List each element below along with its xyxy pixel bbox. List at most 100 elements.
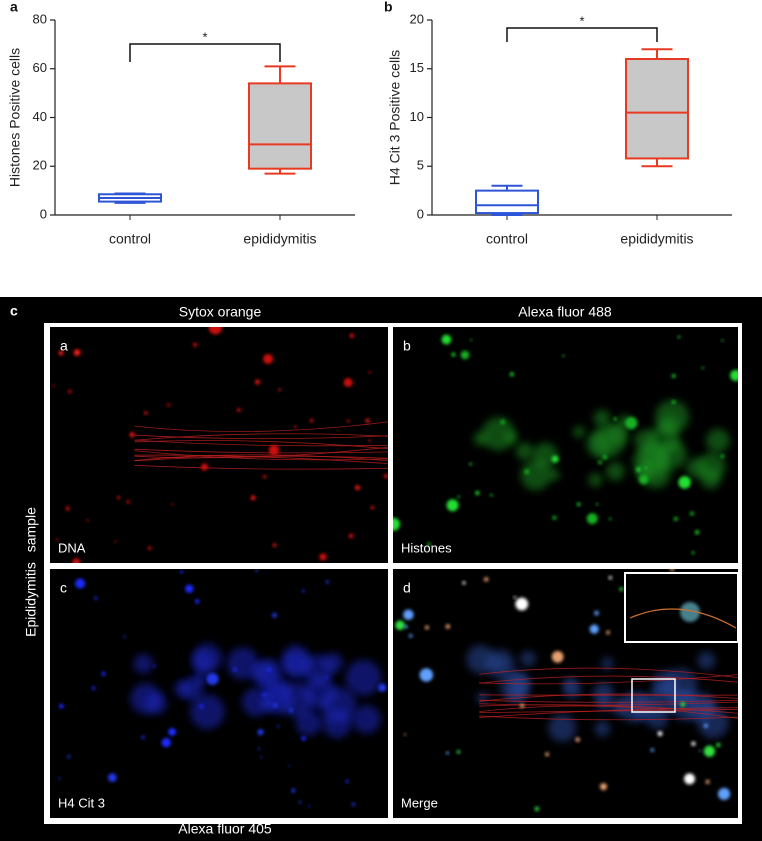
micrograph <box>393 327 738 563</box>
spot <box>289 708 294 713</box>
cloud <box>130 683 162 714</box>
y-axis-label: H4 Cit 3 Positive cells <box>387 50 403 185</box>
spot <box>534 806 540 812</box>
cloud <box>686 457 707 478</box>
cloud <box>261 694 278 712</box>
spot <box>67 755 71 759</box>
fiber <box>479 667 738 678</box>
channel-label: Alexa fluor 488 <box>518 304 612 320</box>
spot <box>515 597 529 611</box>
y-tick-label: 80 <box>33 11 47 26</box>
spot <box>171 503 174 506</box>
panel-letter: b <box>384 0 393 15</box>
cloud <box>663 668 698 702</box>
spot <box>552 515 557 520</box>
x-tick-label: control <box>486 231 528 247</box>
spot <box>319 553 327 561</box>
spot <box>613 417 617 421</box>
cloud <box>592 682 615 704</box>
spot <box>445 624 451 629</box>
spot <box>680 702 686 707</box>
spot <box>625 416 638 430</box>
spot <box>152 664 156 668</box>
fiber <box>134 455 388 462</box>
spot <box>575 737 580 742</box>
spot <box>469 462 472 466</box>
spot <box>721 339 724 342</box>
cloud <box>520 459 552 491</box>
spot <box>349 333 355 339</box>
spot <box>355 485 361 491</box>
spot <box>192 342 198 347</box>
spot <box>107 773 117 782</box>
spot <box>462 581 466 585</box>
significance-bracket <box>129 43 281 62</box>
spot <box>673 516 678 522</box>
spot <box>441 334 452 345</box>
fiber <box>479 707 738 718</box>
fiber <box>134 421 388 432</box>
fiber <box>479 704 738 714</box>
spot <box>657 731 663 737</box>
panel-letter: c <box>10 303 18 319</box>
cloud <box>592 424 626 458</box>
spot <box>551 455 559 463</box>
spot <box>703 723 709 728</box>
spot <box>475 490 480 496</box>
cloud <box>606 462 625 481</box>
spot <box>519 703 525 709</box>
spot <box>636 467 641 472</box>
spot <box>59 703 64 709</box>
spot <box>58 350 64 356</box>
spot <box>55 538 59 541</box>
cloud <box>352 705 381 734</box>
spot <box>445 751 449 755</box>
spot <box>720 454 725 459</box>
spot <box>185 584 194 593</box>
spot <box>489 493 493 497</box>
cloud <box>593 409 611 427</box>
cloud <box>180 678 203 701</box>
panel-letter: a <box>10 0 18 15</box>
y-tick-label: 40 <box>33 109 47 124</box>
cloud <box>295 709 322 736</box>
box <box>625 58 689 160</box>
spot <box>545 752 550 757</box>
cloud <box>133 654 154 674</box>
micrograph-content <box>58 569 387 808</box>
spot <box>168 727 177 736</box>
cloud <box>548 713 577 742</box>
spot <box>608 517 612 521</box>
cloud <box>508 685 525 702</box>
spot <box>608 576 612 580</box>
spot <box>408 634 413 638</box>
spot <box>460 350 470 360</box>
spot <box>470 338 473 342</box>
cloud <box>594 720 611 737</box>
x-tick-label: epididymitis <box>243 231 316 247</box>
cloud <box>563 677 576 691</box>
spot <box>403 609 414 621</box>
spot <box>383 473 388 479</box>
image-label: DNA <box>58 540 86 555</box>
box <box>248 82 312 170</box>
image-letter: b <box>403 338 411 354</box>
cloud <box>345 659 382 696</box>
spot <box>73 349 81 356</box>
spot <box>703 745 716 757</box>
zoom-region <box>631 678 676 713</box>
spot <box>272 612 277 618</box>
spot <box>589 624 599 634</box>
image-label: H4 Cit 3 <box>58 795 105 810</box>
spot <box>395 620 405 631</box>
spot <box>101 671 106 676</box>
image-letter: c <box>60 580 67 596</box>
cloud <box>192 651 214 673</box>
spot <box>551 650 564 663</box>
spot <box>451 352 456 357</box>
spot <box>348 533 354 539</box>
fiber <box>134 454 388 462</box>
spot <box>456 750 461 754</box>
fiber <box>134 464 388 470</box>
cloud <box>320 687 357 723</box>
